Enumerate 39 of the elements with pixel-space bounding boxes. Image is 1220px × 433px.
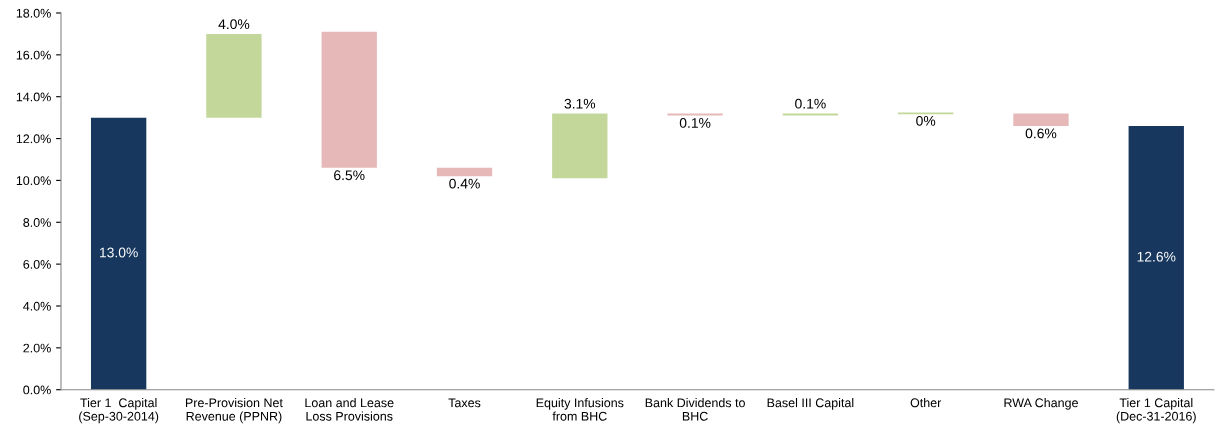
bar [1013,113,1069,126]
y-tick-label: 6.0% [23,259,51,269]
x-tick-label: Equity Infusions from BHC [536,398,624,421]
y-tick-label: 18.0% [16,8,51,18]
x-tick-label: Basel III Capital [767,398,854,410]
x-tick-label: Tier 1 Capital (Dec-31-2016) [1116,398,1196,424]
y-tick-label: 14.0% [16,92,51,102]
data-label: 6.5% [334,170,365,181]
data-label: 0.1% [795,98,826,109]
y-tick-label: 8.0% [23,218,51,227]
bar [206,33,262,118]
bar [90,117,147,390]
data-label: 13.0% [100,247,138,258]
y-tick-label: 2.0% [23,343,51,353]
data-label: 0% [916,115,936,126]
bar [552,113,608,179]
data-label: 4.0% [218,19,250,30]
bar [667,113,723,116]
data-label: 0.4% [449,178,480,189]
bar [782,113,839,116]
bar [1128,126,1184,390]
x-tick-label: Other [910,398,942,408]
y-tick-label: 0.0% [23,385,51,395]
y-tick-label: 12.0% [16,134,51,144]
bar [321,31,377,168]
x-tick-label: Tier 1 Capital (Sep-30-2014) [79,398,159,424]
x-tick-label: RWA Change [1004,398,1078,410]
x-tick-label: Loan and Lease Loss Provisions [305,398,394,421]
data-label: 3.1% [564,98,596,109]
x-tick-label: Taxes [448,398,481,408]
y-tick-label: 10.0% [16,176,51,186]
data-label: 0.6% [1025,128,1057,139]
bar [436,167,493,177]
x-tick-label: Pre-Provision Net Revenue (PPNR) [185,398,283,424]
data-label: 0.1% [679,118,711,128]
x-tick-label: Bank Dividends to BHC [645,398,745,421]
y-tick-label: 4.0% [23,301,51,311]
data-label: 12.6% [1137,251,1176,262]
y-tick-label: 16.0% [16,50,51,60]
